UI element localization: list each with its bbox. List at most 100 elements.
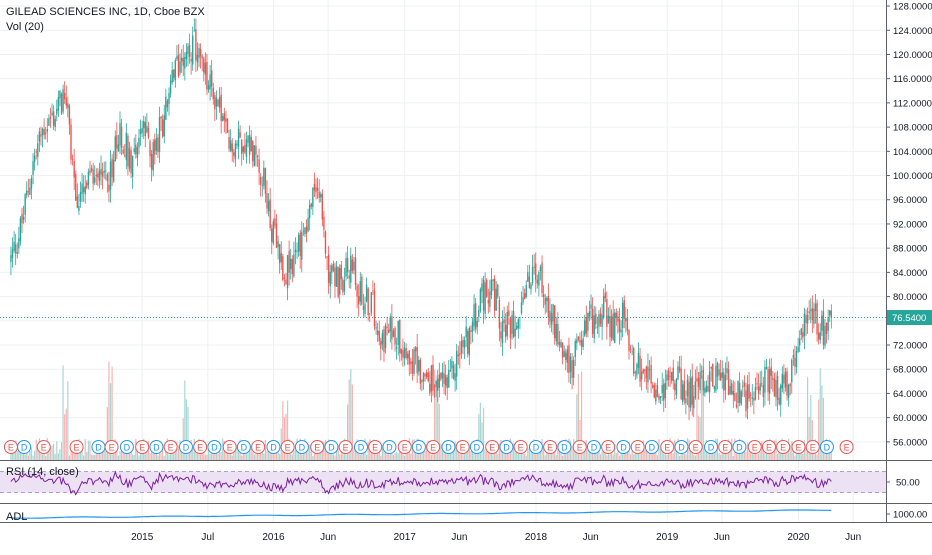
event-marker-earnings[interactable]: E bbox=[660, 440, 675, 454]
volume-bar bbox=[704, 446, 706, 460]
event-marker-earnings[interactable]: E bbox=[104, 440, 119, 454]
candle bbox=[161, 114, 164, 139]
event-marker-earnings[interactable]: E bbox=[805, 440, 820, 454]
event-marker-earnings[interactable]: E bbox=[543, 440, 558, 454]
event-marker-dividend[interactable]: D bbox=[703, 440, 718, 454]
event-marker-dividend[interactable]: D bbox=[674, 440, 689, 454]
event-marker-earnings[interactable]: E bbox=[455, 440, 470, 454]
event-marker-label: D bbox=[708, 443, 715, 453]
event-marker-dividend[interactable]: D bbox=[324, 440, 339, 454]
candle bbox=[427, 367, 429, 383]
event-marker-dividend[interactable]: D bbox=[441, 440, 456, 454]
event-marker-earnings[interactable]: E bbox=[338, 440, 353, 454]
event-marker-dividend[interactable]: D bbox=[586, 440, 601, 454]
adl-pane[interactable] bbox=[10, 509, 832, 519]
event-marker-dividend[interactable]: D bbox=[119, 440, 134, 454]
event-marker-dividend[interactable]: D bbox=[17, 440, 32, 454]
event-marker-dividend[interactable]: D bbox=[644, 440, 659, 454]
event-marker-earnings[interactable]: E bbox=[280, 440, 295, 454]
event-marker-dividend[interactable]: D bbox=[266, 440, 281, 454]
volume-bar bbox=[260, 447, 262, 460]
event-marker-earnings[interactable]: E bbox=[193, 440, 208, 454]
volume-bar bbox=[132, 454, 134, 460]
volume-bar bbox=[806, 377, 809, 460]
event-marker-earnings[interactable]: E bbox=[163, 440, 178, 454]
event-marker-earnings[interactable]: E bbox=[601, 440, 616, 454]
event-marker-earnings[interactable]: E bbox=[776, 440, 791, 454]
candle bbox=[753, 391, 755, 414]
event-marker-dividend[interactable]: D bbox=[294, 440, 309, 454]
event-marker-earnings[interactable]: E bbox=[747, 440, 762, 454]
volume-bar bbox=[805, 446, 807, 460]
candle bbox=[778, 387, 780, 406]
candle bbox=[598, 310, 600, 338]
volume-bar bbox=[535, 454, 537, 460]
event-marker-earnings[interactable]: E bbox=[572, 440, 587, 454]
main-series-legend[interactable]: GILEAD SCIENCES INC, 1D, Cboe BZX bbox=[6, 6, 205, 18]
candle bbox=[536, 274, 539, 289]
event-marker-dividend[interactable]: D bbox=[469, 440, 484, 454]
event-marker-earnings[interactable]: E bbox=[688, 440, 703, 454]
candle bbox=[772, 370, 774, 392]
candle bbox=[677, 361, 679, 381]
event-marker-dividend[interactable]: D bbox=[91, 440, 106, 454]
event-marker-earnings[interactable]: E bbox=[368, 440, 383, 454]
candle bbox=[514, 315, 516, 349]
time-axis[interactable]: 2015 Jul 2016 Jun 2017 Jun 2018 Jun 2019 Jun 2020 J… bbox=[131, 532, 861, 543]
adl-legend[interactable]: ADL bbox=[6, 511, 28, 523]
event-marker-dividend[interactable]: D bbox=[149, 440, 164, 454]
candle bbox=[207, 80, 210, 93]
event-marker-earnings[interactable]: E bbox=[630, 440, 645, 454]
event-marker-earnings[interactable]: E bbox=[718, 440, 733, 454]
event-marker-earnings[interactable]: E bbox=[310, 440, 325, 454]
volume-bar bbox=[451, 447, 453, 460]
volume-bar bbox=[310, 449, 312, 460]
event-marker-dividend[interactable]: D bbox=[353, 440, 368, 454]
event-marker-dividend[interactable]: D bbox=[382, 440, 397, 454]
event-marker-earnings[interactable]: E bbox=[791, 440, 806, 454]
event-marker-dividend[interactable]: D bbox=[178, 440, 193, 454]
event-marker-earnings[interactable]: E bbox=[251, 440, 266, 454]
event-marker-earnings[interactable]: E bbox=[69, 440, 84, 454]
event-marker-dividend[interactable]: D bbox=[499, 440, 514, 454]
rsi-legend[interactable]: RSI (14, close) bbox=[6, 466, 79, 478]
event-marker-dividend[interactable]: D bbox=[616, 440, 631, 454]
event-marker-earnings[interactable]: E bbox=[761, 440, 776, 454]
volume-bar bbox=[479, 402, 481, 460]
candle bbox=[751, 384, 753, 406]
event-marker-earnings[interactable]: E bbox=[426, 440, 441, 454]
candle bbox=[297, 232, 300, 257]
event-marker-dividend[interactable]: D bbox=[411, 440, 426, 454]
rsi-pane[interactable] bbox=[0, 470, 886, 496]
event-marker-earnings[interactable]: E bbox=[839, 440, 854, 454]
event-marker-dividend[interactable]: D bbox=[528, 440, 543, 454]
event-marker-earnings[interactable]: E bbox=[135, 440, 150, 454]
candle bbox=[177, 44, 180, 78]
time-tick-label: Jun bbox=[845, 532, 861, 543]
candle bbox=[781, 366, 784, 393]
event-marker-earnings[interactable]: E bbox=[36, 440, 51, 454]
candle bbox=[223, 107, 226, 133]
last-price-tag[interactable]: 76.5400 bbox=[887, 310, 932, 326]
candle bbox=[86, 180, 88, 190]
candle bbox=[18, 226, 20, 254]
event-marker-earnings[interactable]: E bbox=[513, 440, 528, 454]
volume-bar bbox=[757, 453, 760, 460]
price-axis[interactable]: 56.000060.000064.000068.000072.000076.00… bbox=[886, 2, 932, 521]
event-marker-earnings[interactable]: E bbox=[397, 440, 412, 454]
volume-legend[interactable]: Vol (20) bbox=[6, 21, 44, 33]
event-marker-dividend[interactable]: D bbox=[819, 440, 834, 454]
candle bbox=[337, 266, 339, 299]
event-marker-dividend[interactable]: D bbox=[207, 440, 222, 454]
event-marker-earnings[interactable]: E bbox=[3, 440, 18, 454]
volume-bar bbox=[601, 451, 603, 460]
event-marker-earnings[interactable]: E bbox=[485, 440, 500, 454]
event-marker-dividend[interactable]: D bbox=[236, 440, 251, 454]
event-marker-dividend[interactable]: D bbox=[732, 440, 747, 454]
event-marker-earnings[interactable]: E bbox=[222, 440, 237, 454]
event-marker-dividend[interactable]: D bbox=[557, 440, 572, 454]
candle bbox=[775, 372, 777, 407]
